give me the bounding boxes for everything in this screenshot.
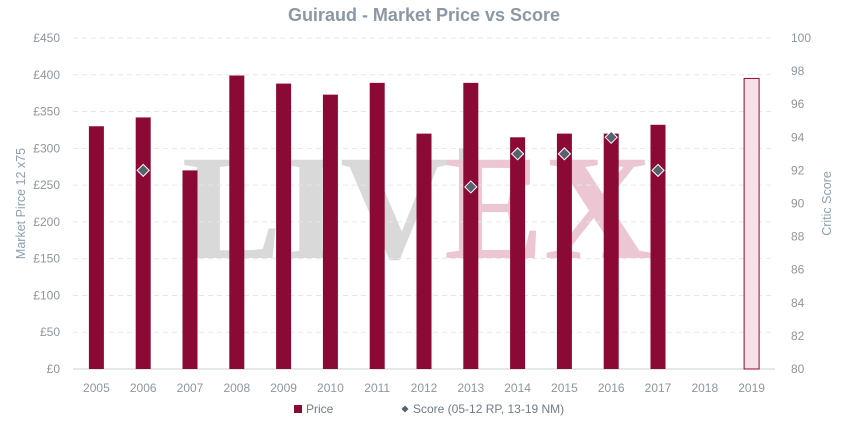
price-bar	[322, 94, 338, 369]
y-right-tick-label: 88	[791, 230, 805, 244]
y-left-tick-label: £250	[33, 178, 60, 192]
watermark-divider	[459, 148, 464, 258]
y-right-axis-title: Critic Score	[820, 171, 834, 236]
y-right-tick-label: 90	[791, 197, 805, 211]
y-left-tick-label: £50	[40, 325, 60, 339]
x-tick-label: 2005	[83, 381, 110, 395]
x-tick-label: 2018	[691, 381, 718, 395]
x-tick-label: 2013	[457, 381, 484, 395]
x-tick-label: 2011	[364, 381, 390, 395]
price-bar	[182, 170, 198, 369]
price-bar	[88, 126, 104, 370]
y-left-tick-label: £150	[33, 252, 60, 266]
x-tick-label: 2019	[738, 381, 765, 395]
score-marker	[464, 180, 478, 194]
y-right-tick-label: 82	[791, 329, 805, 343]
x-tick-label: 2015	[551, 381, 578, 395]
y-left-tick-label: £100	[33, 288, 60, 302]
y-right-tick-label: 80	[791, 362, 805, 376]
y-right-tick-label: 100	[791, 31, 811, 45]
price-bar	[229, 75, 245, 369]
y-left-tick-label: £450	[33, 31, 60, 45]
score-marker	[136, 163, 150, 178]
score-markers	[136, 130, 665, 194]
price-bar	[463, 82, 479, 369]
y-right-tick-label: 86	[791, 263, 805, 277]
x-tick-label: 2007	[177, 381, 204, 395]
price-bar	[276, 83, 292, 370]
x-tick-label: 2010	[317, 381, 344, 395]
y-right-tick-label: 94	[791, 130, 805, 144]
score-marker	[557, 147, 572, 161]
x-tick-label: 2006	[130, 381, 157, 395]
price-bars	[88, 75, 760, 370]
legend-item-price[interactable]: Price	[294, 402, 334, 416]
price-bar	[743, 77, 760, 370]
y-left-tick-label: £300	[33, 141, 60, 155]
legend-swatch-price	[294, 405, 302, 413]
y-right-tick-label: 84	[791, 296, 805, 310]
x-tick-label: 2008	[223, 381, 250, 395]
y-left-axis-title: Market Pirce 12 x75	[14, 148, 28, 259]
watermark-left-text: LIV	[182, 125, 449, 291]
price-bar	[369, 82, 385, 369]
x-tick-label: 2009	[270, 381, 297, 395]
y-right-tick-label: 92	[791, 163, 805, 177]
price-bar	[650, 124, 666, 369]
price-bar	[603, 133, 619, 369]
legend-item-score[interactable]: Score (05-12 RP, 13-19 NM)	[401, 402, 565, 416]
x-tick-label: 2016	[598, 381, 625, 395]
x-tick-label: 2014	[504, 381, 531, 395]
y-left-tick-label: £400	[33, 68, 60, 82]
price-bar	[510, 137, 526, 369]
price-bar	[556, 133, 572, 369]
y-right-tick-label: 98	[791, 64, 805, 78]
y-right-tick-label: 96	[791, 97, 805, 111]
y-left-tick-label: £350	[33, 105, 60, 119]
score-marker	[604, 130, 618, 145]
chart-title: Guiraud - Market Price vs Score	[288, 5, 560, 25]
score-marker	[651, 163, 665, 178]
legend-label-score: Score (05-12 RP, 13-19 NM)	[413, 402, 564, 416]
x-tick-label: 2012	[411, 381, 438, 395]
price-bar	[416, 133, 432, 369]
x-tick-label: 2017	[645, 381, 672, 395]
legend-label-price: Price	[306, 402, 334, 416]
y-left-tick-label: £0	[47, 362, 61, 376]
price-bar	[135, 117, 151, 369]
legend-swatch-score	[401, 405, 409, 413]
y-left-tick-label: £200	[33, 215, 60, 229]
legend[interactable]: Price Score (05-12 RP, 13-19 NM)	[294, 402, 564, 416]
score-marker	[510, 147, 525, 161]
axes: £0 £50 £100 £150 £200 £250 £300 £350 £400 £450 80 8…	[14, 31, 834, 395]
